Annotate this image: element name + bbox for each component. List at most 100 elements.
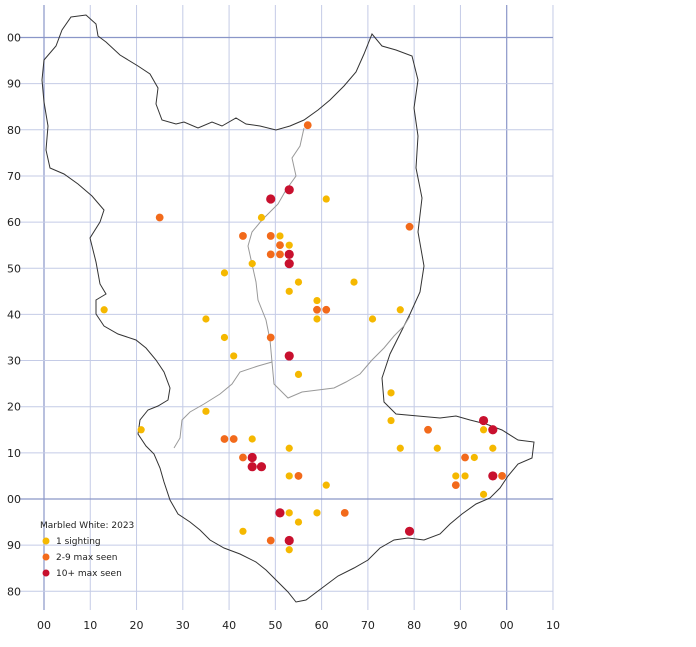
- sighting-point-many: [404, 526, 415, 536]
- sighting-point-single: [285, 287, 293, 295]
- sighting-point-few: [266, 536, 275, 545]
- sighting-point-few: [424, 425, 432, 434]
- sighting-points: [100, 121, 506, 554]
- sighting-point-single: [285, 241, 293, 249]
- sighting-point-few: [303, 121, 312, 130]
- x-tick-label: 30: [176, 619, 190, 632]
- sighting-point-many: [284, 249, 294, 260]
- legend-label-single: 1 sighting: [56, 537, 101, 547]
- sighting-point-many: [284, 535, 294, 546]
- legend-label-many: 10+ max seen: [56, 569, 122, 579]
- district-boundary-south: [173, 361, 273, 449]
- sighting-point-few: [229, 435, 238, 443]
- sighting-point-single: [452, 472, 460, 480]
- legend-title: Marbled White: 2023: [40, 521, 134, 531]
- sighting-point-many: [284, 185, 294, 195]
- x-tick-label: 40: [222, 619, 236, 632]
- sighting-point-single: [220, 333, 229, 342]
- sighting-point-single: [294, 278, 303, 286]
- sighting-point-few: [405, 222, 414, 231]
- sighting-point-single: [276, 232, 284, 240]
- sighting-point-few: [155, 213, 164, 222]
- sighting-point-many: [284, 259, 294, 269]
- y-tick-label: 00: [7, 32, 21, 45]
- sighting-point-many: [488, 471, 498, 481]
- sighting-point-few: [266, 333, 275, 342]
- y-tick-label: 00: [7, 493, 21, 506]
- sighting-point-few: [451, 481, 460, 490]
- county-boundary: [41, 14, 535, 603]
- sighting-point-few: [461, 453, 469, 462]
- sighting-point-few: [322, 305, 331, 314]
- sighting-point-single: [470, 453, 478, 462]
- sighting-point-single: [433, 444, 441, 452]
- y-tick-label: 30: [7, 355, 21, 368]
- x-tick-label: 10: [83, 619, 97, 632]
- y-tick-label: 60: [7, 216, 21, 229]
- sighting-point-few: [276, 250, 284, 259]
- y-tick-label: 20: [7, 401, 21, 414]
- sighting-point-many: [266, 194, 276, 204]
- sighting-point-single: [239, 527, 247, 535]
- y-tick-label: 50: [7, 262, 21, 275]
- y-tick-label: 90: [7, 539, 21, 552]
- sighting-point-few: [294, 472, 303, 480]
- sighting-point-single: [257, 213, 266, 222]
- sighting-point-many: [478, 415, 489, 426]
- sighting-point-single: [248, 260, 256, 268]
- sighting-point-single: [387, 389, 395, 397]
- sighting-point-single: [387, 416, 395, 425]
- sighting-point-single: [100, 306, 108, 314]
- x-tick-label: 50: [268, 619, 282, 632]
- x-tick-label: 60: [315, 619, 329, 632]
- sighting-point-single: [461, 472, 469, 480]
- sighting-point-single: [396, 444, 404, 452]
- sighting-point-many: [488, 425, 498, 435]
- sighting-point-few: [340, 508, 349, 517]
- sighting-point-many: [247, 452, 257, 463]
- sighting-point-single: [202, 407, 210, 415]
- sighting-point-single: [248, 435, 256, 443]
- y-tick-label: 80: [7, 124, 21, 137]
- sighting-point-single: [220, 269, 229, 277]
- y-tick-label: 40: [7, 308, 21, 321]
- x-tick-label: 70: [361, 619, 375, 632]
- sighting-point-single: [285, 509, 293, 517]
- sighting-point-single: [368, 315, 377, 323]
- sighting-point-few: [313, 305, 321, 314]
- district-boundary-north: [247, 127, 411, 399]
- sighting-point-single: [202, 315, 210, 323]
- sighting-point-few: [239, 232, 247, 240]
- sighting-point-single: [285, 472, 293, 480]
- grid-lines: [20, 5, 554, 610]
- sighting-point-few: [266, 250, 275, 259]
- x-tick-label: 80: [407, 619, 421, 632]
- x-tick-label: 00: [37, 619, 51, 632]
- sighting-point-single: [230, 352, 238, 360]
- sighting-point-few: [276, 241, 284, 250]
- sighting-point-single: [313, 315, 321, 323]
- x-tick-label: 00: [500, 619, 514, 632]
- legend-marker-few: [42, 553, 50, 561]
- x-tick-label: 10: [546, 619, 560, 632]
- x-tick-label: 20: [130, 619, 144, 632]
- sighting-point-few: [266, 232, 275, 240]
- sighting-point-single: [285, 444, 293, 452]
- legend-marker-single: [42, 537, 50, 545]
- legend: Marbled White: 2023 1 sighting 2-9 max s…: [40, 521, 134, 579]
- sighting-point-single: [294, 370, 303, 378]
- sighting-point-many: [284, 351, 294, 361]
- x-tick-label: 90: [453, 619, 467, 632]
- y-tick-label: 90: [7, 78, 21, 91]
- sighting-point-single: [294, 518, 303, 526]
- axis-labels: 00 10 20 30 40 50 60 70 80 90 00 10 00 90 80 70 60 50 40 30…: [7, 32, 560, 633]
- sighting-point-single: [479, 426, 488, 434]
- sighting-point-single: [350, 278, 358, 286]
- sighting-point-single: [322, 481, 330, 489]
- y-tick-label: 80: [7, 585, 21, 598]
- sighting-point-single: [489, 444, 497, 452]
- sighting-point-single: [322, 195, 330, 203]
- sighting-point-many: [256, 462, 267, 472]
- legend-marker-many: [42, 569, 50, 577]
